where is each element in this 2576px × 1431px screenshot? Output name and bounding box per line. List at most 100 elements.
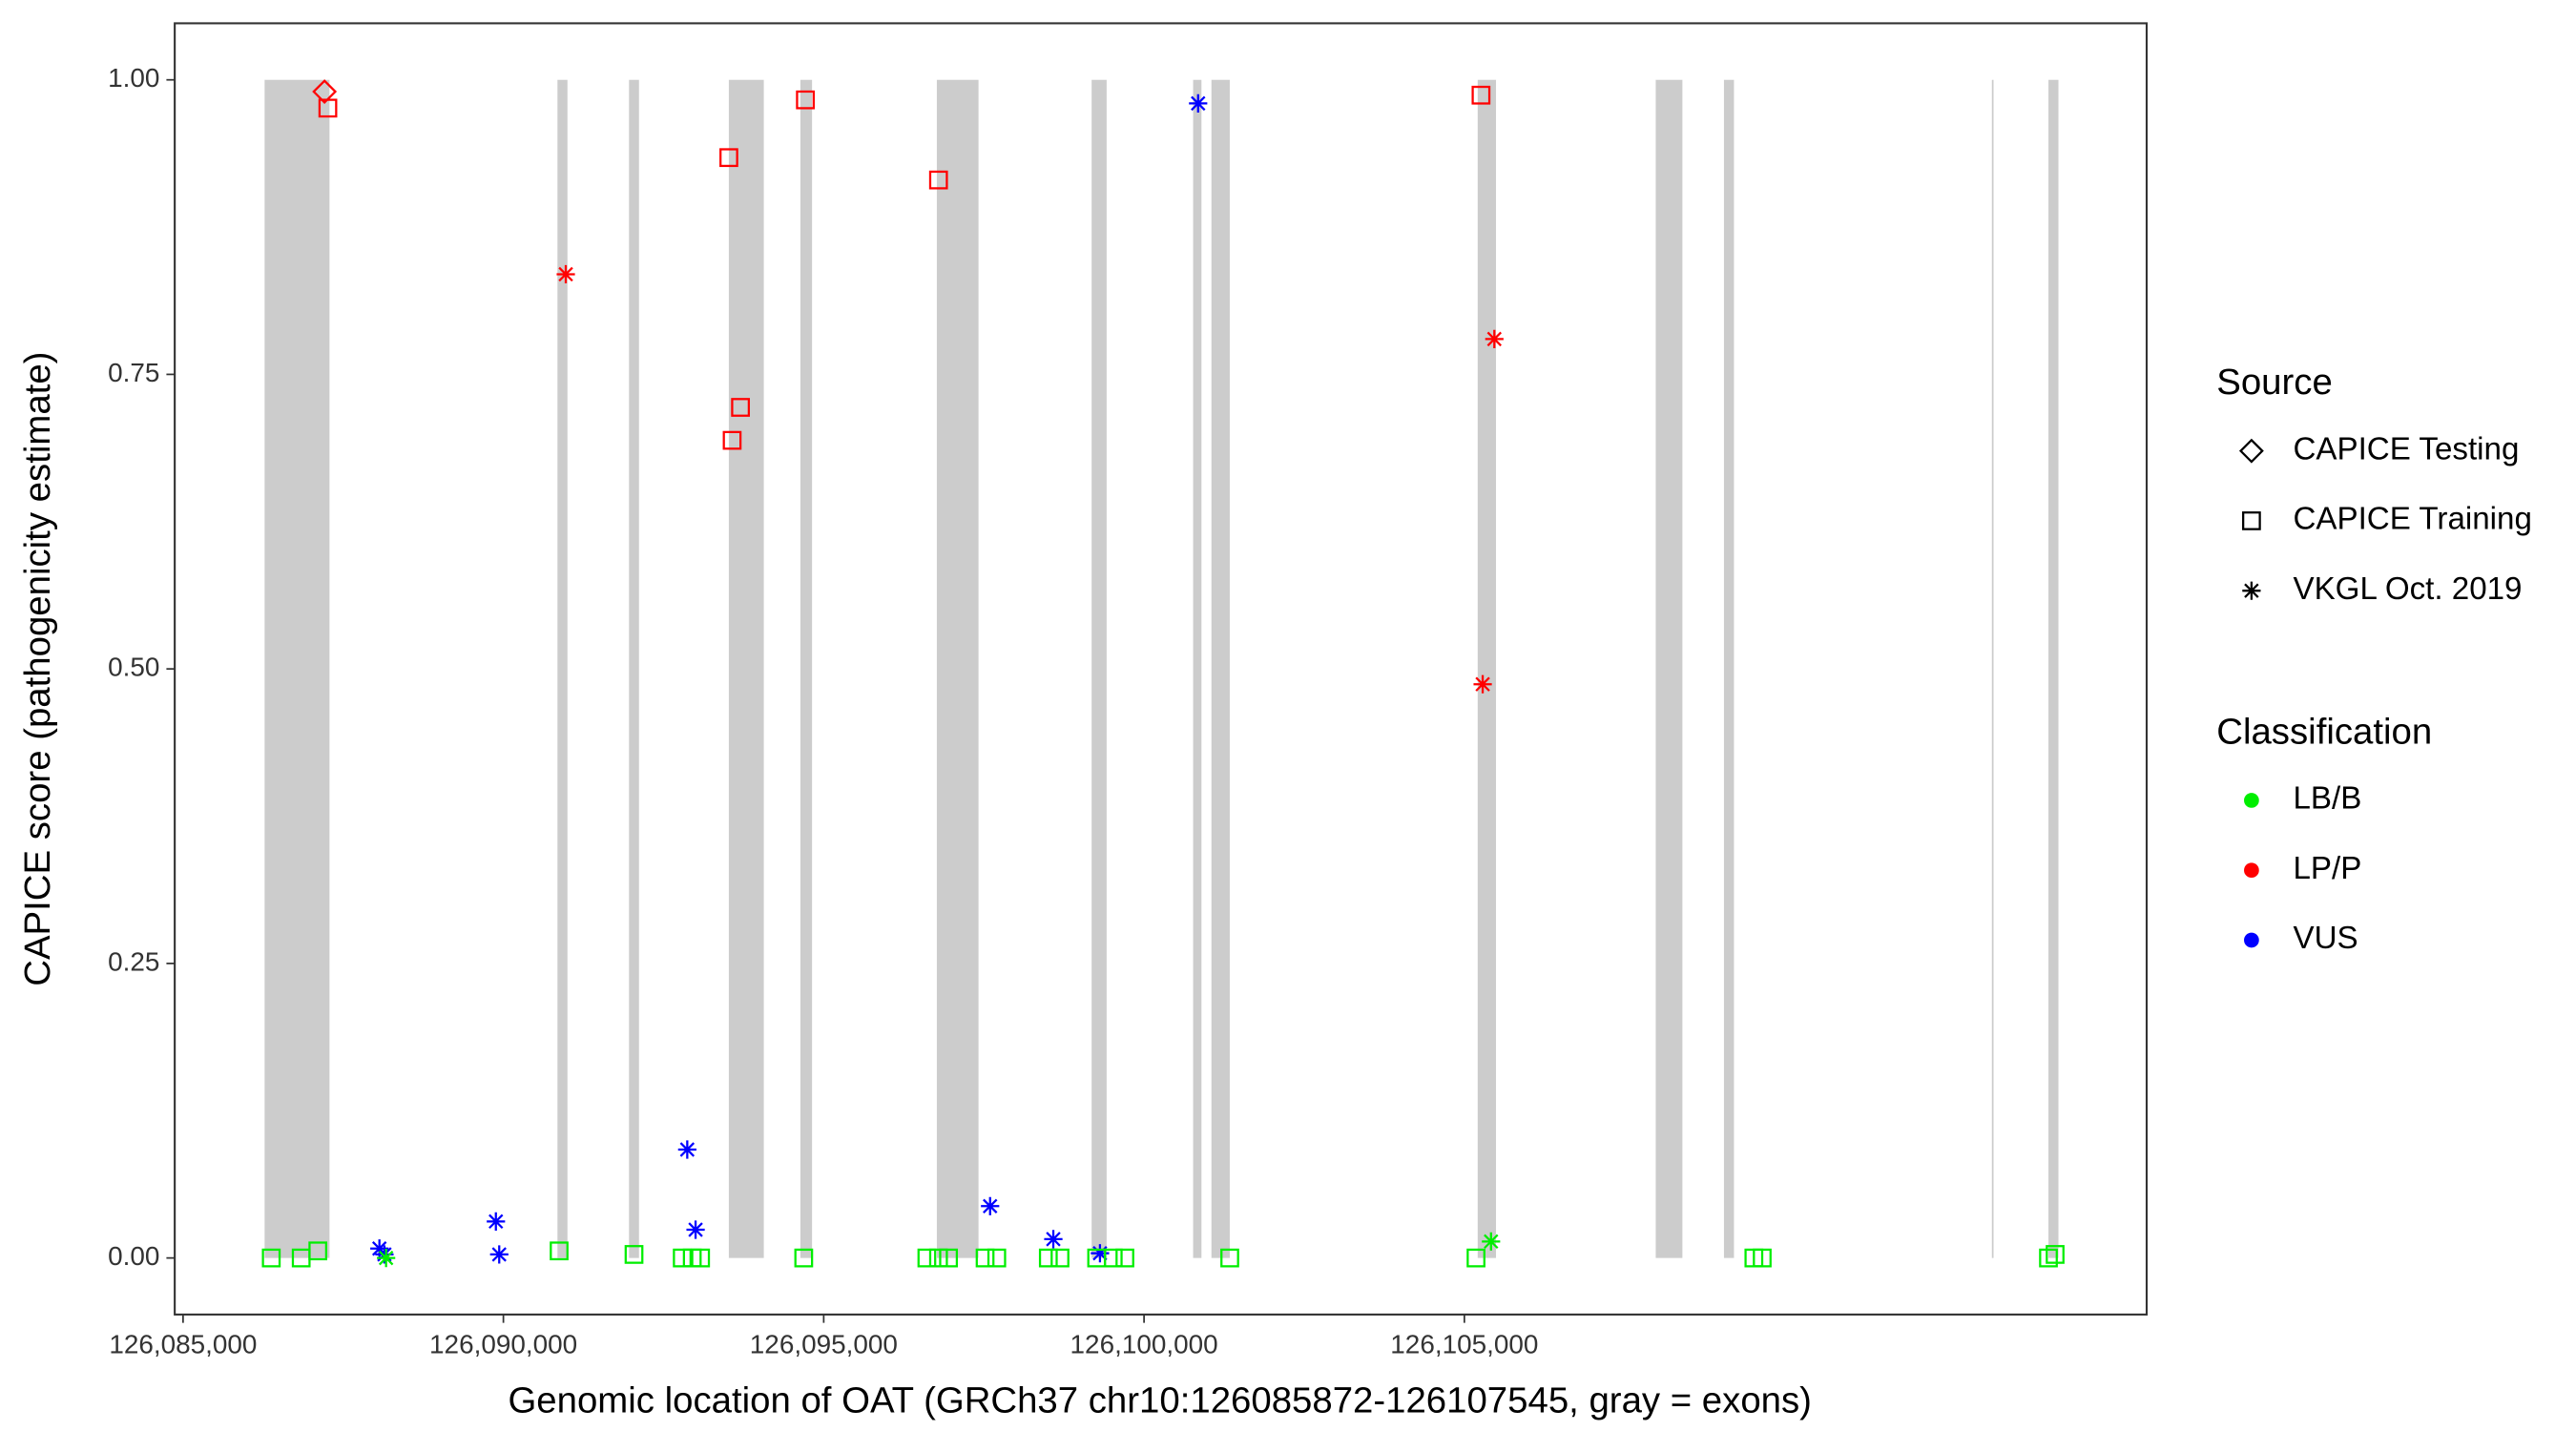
marker-shape <box>987 1248 1007 1268</box>
legend-label: LB/B <box>2293 781 2361 817</box>
marker-shape <box>2242 511 2261 530</box>
marker-shape <box>1485 329 1504 348</box>
marker-shape <box>981 1196 1000 1215</box>
point <box>928 170 948 190</box>
marker-shape <box>312 79 338 104</box>
marker-shape <box>677 1140 696 1159</box>
marker-shape <box>722 430 742 450</box>
plot-border <box>174 22 2149 1316</box>
point <box>1091 1244 1110 1263</box>
legend-label: VKGL Oct. 2019 <box>2293 571 2522 607</box>
marker-shape <box>1220 1248 1239 1268</box>
exon <box>629 79 639 1258</box>
legend-symbol <box>2244 932 2259 948</box>
x-tick-label: 126,105,000 <box>1390 1329 1538 1358</box>
marker-shape <box>796 90 816 110</box>
point <box>624 1245 644 1264</box>
point <box>556 264 575 284</box>
y-tick-label: 0.50 <box>108 653 159 682</box>
legend-title: Classification <box>2216 711 2432 752</box>
point <box>975 1248 995 1268</box>
marker-shape <box>673 1248 692 1268</box>
point <box>928 1248 948 1268</box>
point <box>1115 1248 1134 1268</box>
legend-label: LP/P <box>2293 851 2361 886</box>
point <box>308 1241 328 1261</box>
y-tick-label: 0.75 <box>108 358 159 387</box>
point <box>1473 674 1492 694</box>
marker-shape <box>487 1212 506 1231</box>
marker-shape <box>377 1249 396 1268</box>
exon <box>264 79 330 1258</box>
y-tick-label: 1.00 <box>108 63 159 93</box>
exon <box>1477 79 1497 1258</box>
marker-shape <box>975 1248 995 1268</box>
point <box>1482 1232 1501 1251</box>
x-tick-label: 126,090,000 <box>429 1329 577 1358</box>
marker-shape <box>794 1248 814 1268</box>
exon <box>1091 79 1107 1258</box>
point <box>722 430 742 450</box>
marker-shape <box>1466 1248 1485 1268</box>
point <box>987 1248 1007 1268</box>
point <box>1753 1248 1772 1268</box>
legend-symbol <box>2242 511 2261 530</box>
marker-shape <box>318 98 338 118</box>
marker-shape <box>308 1241 328 1261</box>
exon <box>557 79 568 1258</box>
marker-shape <box>939 1248 959 1268</box>
legend-title: Source <box>2216 362 2333 403</box>
marker-shape <box>1038 1248 1058 1268</box>
point <box>1189 93 1208 113</box>
point <box>312 79 338 104</box>
x-tick-label: 126,085,000 <box>109 1329 257 1358</box>
exon <box>1655 79 1683 1258</box>
legend-symbol <box>2244 862 2259 879</box>
marker-shape <box>917 1248 937 1268</box>
y-tick-label: 0.00 <box>108 1241 159 1271</box>
marker-shape <box>928 1248 948 1268</box>
x-tick-label: 126,100,000 <box>1070 1329 1218 1358</box>
point <box>1220 1248 1239 1268</box>
legend-symbol <box>2244 793 2259 808</box>
point <box>691 1248 711 1268</box>
plot-area <box>261 79 2065 1268</box>
exon <box>2048 79 2059 1258</box>
legend-symbol <box>2238 438 2264 464</box>
marker-shape <box>556 264 575 284</box>
x-axis-title: Genomic location of OAT (GRCh37 chr10:12… <box>508 1379 1811 1421</box>
point <box>794 1248 814 1268</box>
marker-shape <box>731 398 750 417</box>
marker-shape <box>1103 1248 1123 1268</box>
marker-shape <box>2238 438 2264 464</box>
point <box>1038 1248 1058 1268</box>
point <box>375 1245 394 1264</box>
marker-shape <box>2242 581 2261 600</box>
point <box>489 1245 509 1264</box>
exon <box>1193 79 1202 1258</box>
exon <box>800 79 813 1258</box>
point <box>2046 1245 2065 1264</box>
marker-shape <box>550 1241 569 1261</box>
marker-shape <box>375 1245 394 1264</box>
marker-shape <box>1050 1248 1070 1268</box>
marker-shape <box>1044 1230 1063 1249</box>
point <box>550 1241 569 1261</box>
exon <box>728 79 764 1258</box>
marker-shape <box>2039 1248 2058 1268</box>
legend: Source CAPICE Testing CAPICE Training VKGL … <box>2216 362 2532 956</box>
marker-shape <box>686 1220 705 1239</box>
point <box>1103 1248 1123 1268</box>
marker-shape <box>1473 674 1492 694</box>
y-tick-label: 0.25 <box>108 946 159 976</box>
point <box>677 1140 696 1159</box>
exon <box>936 79 979 1258</box>
legend-label: CAPICE Training <box>2293 502 2531 537</box>
marker-shape <box>719 148 738 168</box>
marker-shape <box>624 1245 644 1264</box>
legend-label: VUS <box>2293 921 2358 956</box>
legend-symbol <box>2242 581 2261 600</box>
marker-shape <box>1091 1244 1110 1263</box>
point <box>796 90 816 110</box>
x-tick-label: 126,095,000 <box>750 1329 898 1358</box>
